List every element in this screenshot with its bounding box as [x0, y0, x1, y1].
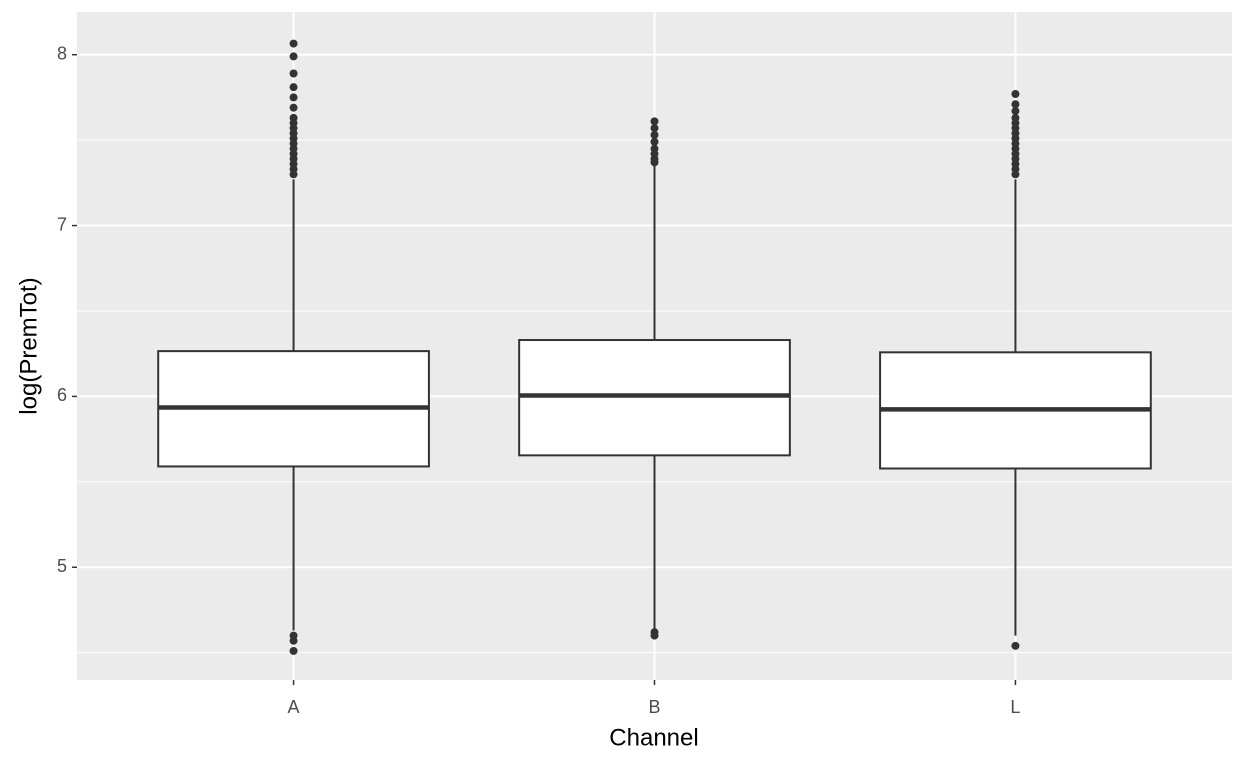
y-tick-label: 8 [57, 43, 67, 63]
outlier [650, 124, 659, 133]
outlier [289, 170, 298, 179]
outlier [1011, 170, 1020, 179]
outlier [289, 636, 298, 645]
outlier [650, 131, 659, 140]
outlier [289, 52, 298, 61]
y-tick-label: 6 [57, 385, 67, 405]
outlier [1011, 641, 1020, 650]
outlier [289, 39, 298, 48]
outlier [1011, 90, 1020, 99]
x-tick-label: A [288, 697, 300, 717]
outlier [289, 646, 298, 655]
outlier [1011, 107, 1020, 116]
outlier [1011, 100, 1020, 109]
x-axis-title: Channel [609, 724, 698, 751]
y-axis-title: log(PremTot) [15, 277, 42, 414]
outlier [289, 103, 298, 112]
outlier [289, 69, 298, 78]
outlier [650, 137, 659, 146]
y-tick-label: 5 [57, 556, 67, 576]
outlier [650, 158, 659, 167]
x-tick-label: B [648, 697, 660, 717]
y-tick-label: 7 [57, 214, 67, 234]
outlier [289, 83, 298, 92]
outlier [289, 93, 298, 102]
x-tick-label: L [1010, 697, 1020, 717]
outlier [650, 117, 659, 126]
outlier [650, 631, 659, 640]
